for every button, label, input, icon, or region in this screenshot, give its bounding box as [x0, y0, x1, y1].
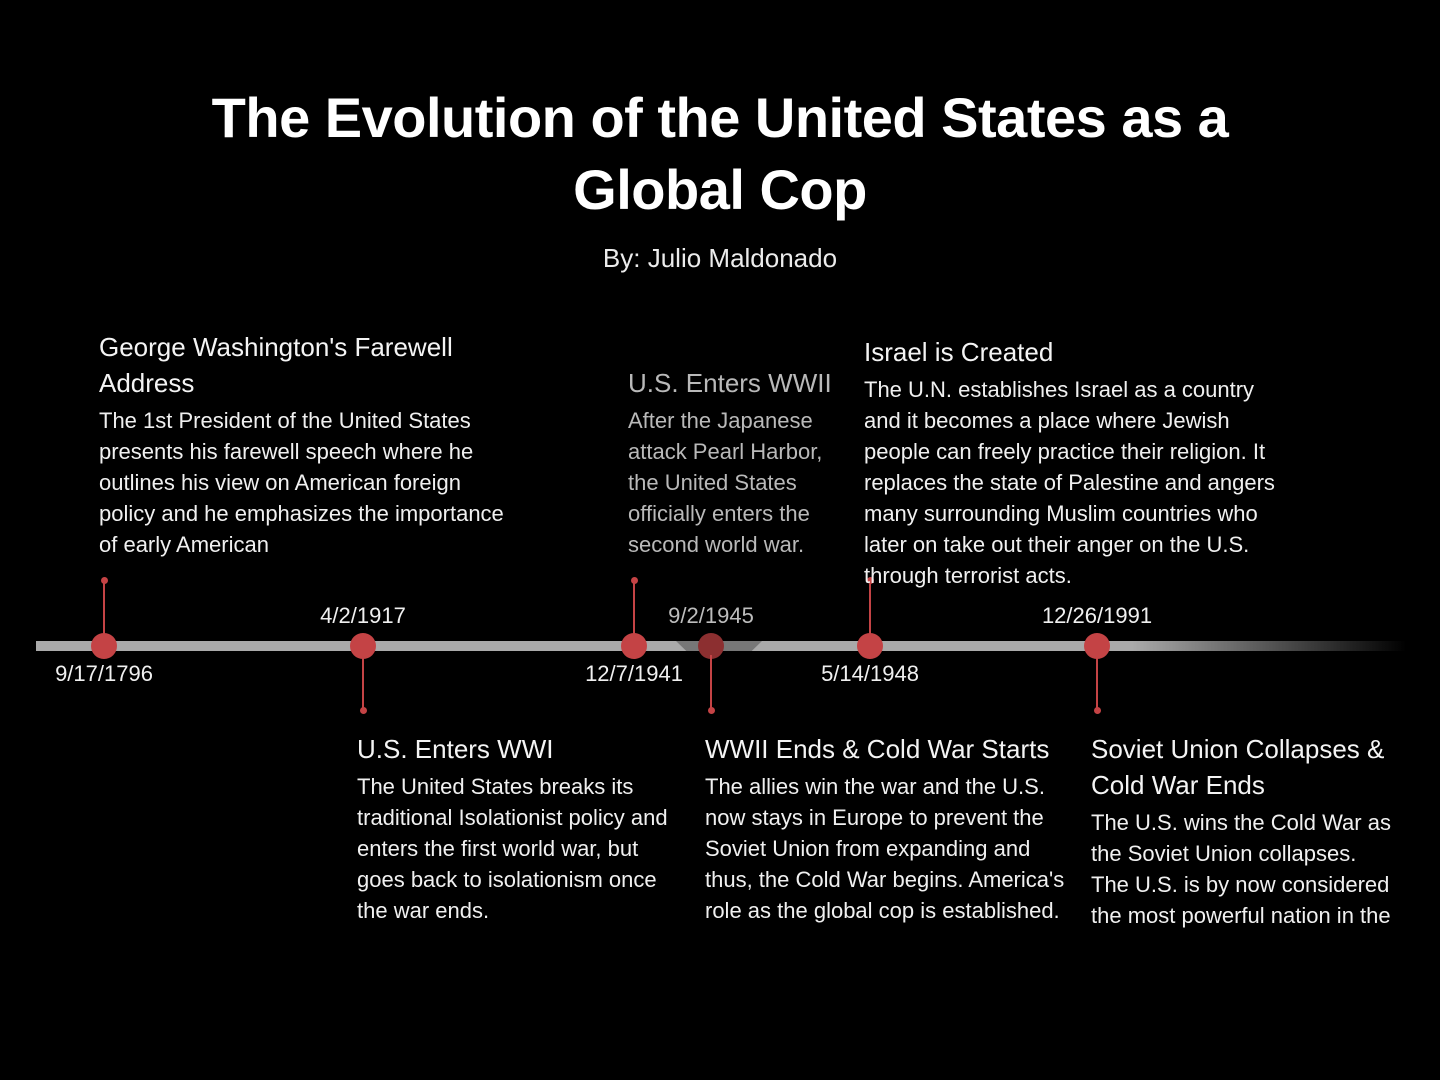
event-title: George Washington's Farewell Address [99, 332, 453, 398]
event-date: 9/2/1945 [668, 603, 754, 628]
event-title: U.S. Enters WWI [357, 734, 554, 764]
connector-end-dot [1093, 707, 1101, 714]
event-date: 5/14/1948 [821, 661, 919, 686]
timeline-marker-1945-active[interactable] [698, 633, 724, 659]
connector-end-dot [866, 577, 874, 584]
timeline-marker-1948[interactable] [857, 633, 883, 659]
event-title: Israel is Created [864, 337, 1054, 367]
event-card-wwi[interactable]: U.S. Enters WWI The United States breaks… [357, 731, 677, 926]
connector-line [362, 655, 364, 710]
connector-end-dot [359, 707, 367, 714]
event-date: 12/7/1941 [585, 661, 683, 686]
timeline-marker-1796[interactable] [91, 633, 117, 659]
event-card-wwii-entry[interactable]: U.S. Enters WWII After the Japanese atta… [628, 365, 848, 560]
event-card-farewell-address[interactable]: George Washington's Farewell Address The… [99, 329, 509, 560]
event-description: The United States breaks its traditional… [357, 774, 668, 923]
timeline-marker-1917[interactable] [350, 633, 376, 659]
connector-end-dot [707, 707, 715, 714]
event-card-israel[interactable]: Israel is Created The U.N. establishes I… [864, 334, 1289, 591]
page-title: The Evolution of the United States as a … [211, 86, 1229, 221]
event-description: The U.N. establishes Israel as a country… [864, 377, 1275, 588]
author-subtitle: By: Julio Maldonado [602, 243, 838, 273]
event-description: The allies win the war and the U.S. now … [705, 774, 1065, 923]
connector-end-dot [100, 577, 108, 584]
event-date: 4/2/1917 [320, 603, 406, 628]
event-description: The U.S. wins the Cold War as the Soviet… [1091, 810, 1391, 928]
connector-end-dot [630, 577, 638, 584]
connector-line [710, 655, 712, 710]
event-date: 12/26/1991 [1041, 603, 1153, 628]
connector-line [869, 581, 871, 636]
connector-line [103, 581, 105, 636]
event-title: WWII Ends & Cold War Starts [705, 734, 1050, 764]
event-card-soviet-collapse[interactable]: Soviet Union Collapses & Cold War Ends T… [1091, 731, 1391, 931]
event-title: Soviet Union Collapses & Cold War Ends [1091, 734, 1385, 800]
timeline-marker-1941[interactable] [621, 633, 647, 659]
connector-line [633, 581, 635, 636]
event-card-cold-war-start[interactable]: WWII Ends & Cold War Starts The allies w… [705, 731, 1080, 926]
event-title: U.S. Enters WWII [628, 368, 832, 398]
event-date: 9/17/1796 [55, 661, 153, 686]
timeline-marker-1991[interactable] [1084, 633, 1110, 659]
event-description: The 1st President of the United States p… [99, 408, 504, 557]
event-description: After the Japanese attack Pearl Harbor, … [628, 408, 823, 557]
connector-line [1096, 655, 1098, 710]
